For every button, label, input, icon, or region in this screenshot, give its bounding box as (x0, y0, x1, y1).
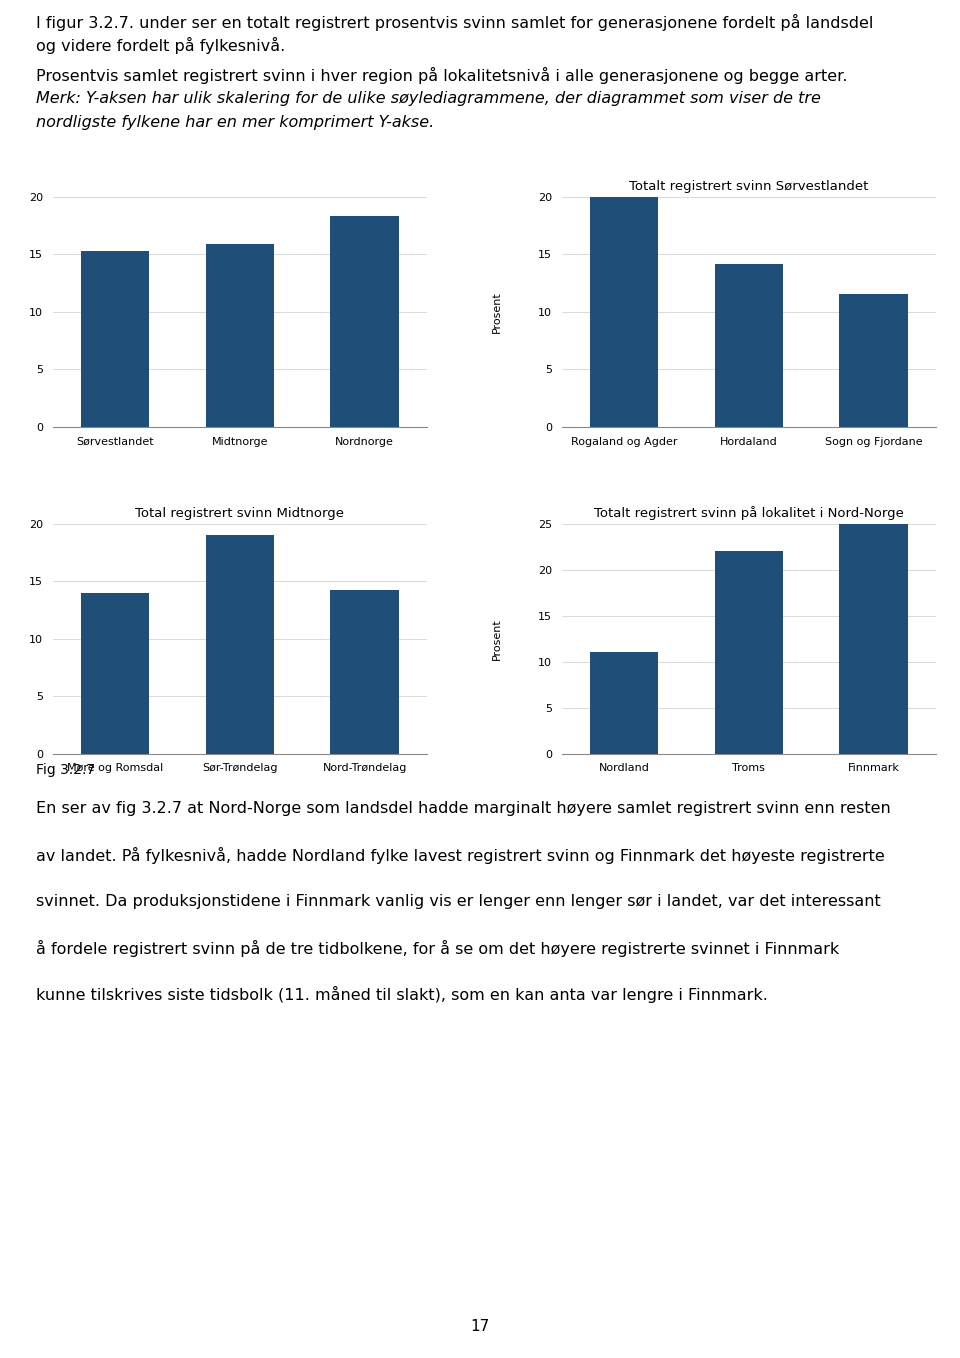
Text: å fordele registrert svinn på de tre tidbolkene, for å se om det høyere registre: å fordele registrert svinn på de tre tid… (36, 940, 840, 957)
Text: av landet. På fylkesnivå, hadde Nordland fylke lavest registrert svinn og Finnma: av landet. På fylkesnivå, hadde Nordland… (36, 847, 885, 865)
Bar (81, 592, 150, 754)
Text: Fig 3.2.7: Fig 3.2.7 (36, 763, 96, 777)
Bar (589, 196, 659, 426)
Bar (205, 535, 275, 754)
Text: og videre fordelt på fylkesnivå.: og videre fordelt på fylkesnivå. (36, 38, 286, 54)
Bar (205, 244, 275, 426)
Text: svinnet. Da produksjonstidene i Finnmark vanlig vis er lenger enn lenger sør i l: svinnet. Da produksjonstidene i Finnmark… (36, 894, 881, 909)
Title: Totalt registrert svinn på lokalitet i Nord-Norge: Totalt registrert svinn på lokalitet i N… (594, 505, 903, 520)
Y-axis label: Prosent: Prosent (492, 618, 502, 660)
Bar (839, 293, 908, 426)
Bar (714, 263, 783, 426)
Y-axis label: Prosent: Prosent (492, 291, 502, 333)
Title: Total registrert svinn Midtnorge: Total registrert svinn Midtnorge (135, 507, 345, 520)
Text: En ser av fig 3.2.7 at Nord-Norge som landsdel hadde marginalt høyere samlet reg: En ser av fig 3.2.7 at Nord-Norge som la… (36, 801, 891, 816)
Bar (330, 591, 399, 754)
Bar (839, 519, 908, 754)
Text: I figur 3.2.7. under ser en totalt registrert prosentvis svinn samlet for genera: I figur 3.2.7. under ser en totalt regis… (36, 15, 874, 31)
Text: kunne tilskrives siste tidsbolk (11. måned til slakt), som en kan anta var lengr: kunne tilskrives siste tidsbolk (11. mån… (36, 986, 768, 1004)
Bar (330, 216, 399, 426)
Bar (81, 251, 150, 426)
Text: Prosentvis samlet registrert svinn i hver region på lokalitetsnivå i alle genera: Prosentvis samlet registrert svinn i hve… (36, 67, 848, 84)
Bar (589, 652, 659, 754)
Text: 17: 17 (470, 1319, 490, 1334)
Text: nordligste fylkene har en mer komprimert Y-akse.: nordligste fylkene har en mer komprimert… (36, 115, 435, 130)
Bar (714, 551, 783, 754)
Text: Merk: Y-aksen har ulik skalering for de ulike søylediagrammene, der diagrammet s: Merk: Y-aksen har ulik skalering for de … (36, 91, 822, 106)
Title: Totalt registrert svinn Sørvestlandet: Totalt registrert svinn Sørvestlandet (629, 181, 869, 193)
